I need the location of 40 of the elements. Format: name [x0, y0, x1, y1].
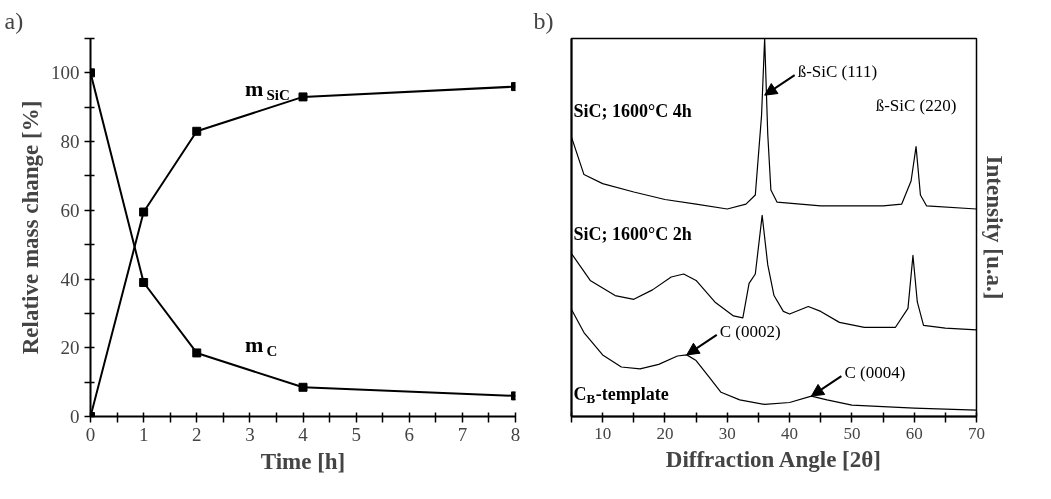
point — [139, 277, 149, 287]
chart-title: a) — [4, 7, 24, 34]
y-tick-label: 80 — [60, 131, 80, 153]
annotation: ß-SiC (111) — [797, 62, 878, 82]
point — [298, 382, 308, 392]
point — [192, 126, 202, 136]
series-label: SiC; 1600°C 4h — [573, 101, 692, 122]
y-tick-label: 100 — [51, 62, 80, 84]
point — [298, 92, 308, 102]
x-tick-label: 0 — [85, 423, 96, 445]
y-tick-label: 20 — [60, 337, 80, 359]
x-tick-label: 6 — [404, 423, 414, 445]
x-tick-label: 5 — [351, 423, 361, 445]
x-tick-label: 4 — [298, 423, 309, 445]
point — [192, 348, 202, 358]
x-axis-title: Diffraction Angle [2θ] — [665, 446, 881, 472]
y-tick-label: 60 — [60, 199, 80, 221]
y-tick-label: 0 — [70, 406, 80, 427]
y2-axis-title: Intensity [u.a.] — [981, 155, 1007, 300]
x-axis-title: Time [h] — [260, 448, 346, 474]
point — [139, 207, 149, 217]
x-tick-label: 30 — [718, 423, 736, 443]
x-tick-label: 8 — [510, 423, 521, 445]
x-tick-label: 50 — [843, 423, 861, 443]
annotation: C (0002) — [719, 321, 781, 341]
annotation: C (0004) — [844, 363, 906, 383]
y-axis-title: Relative mass change [%] — [18, 100, 43, 355]
x-tick-label: 60 — [905, 423, 923, 443]
x-tick-label: 7 — [457, 423, 468, 445]
x-tick-label: 2 — [192, 423, 202, 445]
x-tick-label: 40 — [781, 423, 799, 443]
x-tick-label: 3 — [245, 423, 255, 445]
x-tick-label: 1 — [138, 423, 149, 445]
series-label: SiC; 1600°C 2h — [573, 223, 692, 244]
x-tick-label: 10 — [594, 423, 612, 443]
x-tick-label: 70 — [968, 423, 985, 443]
x-tick-label: 20 — [656, 423, 674, 443]
annotation: ß-SiC (220) — [875, 95, 957, 115]
chart-title: b) — [533, 7, 554, 34]
y-tick-label: 40 — [60, 268, 80, 290]
